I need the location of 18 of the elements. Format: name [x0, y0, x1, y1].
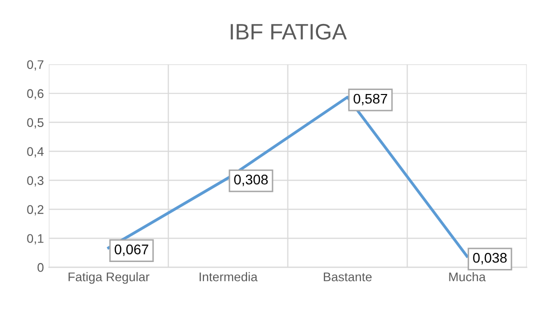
y-tick-label: 0,3 [27, 176, 44, 186]
data-label: 0,587 [354, 94, 388, 106]
y-tick-label: 0,7 [27, 60, 44, 71]
y-tick-label: 0,2 [27, 205, 44, 216]
y-tick-label: 0,5 [27, 118, 44, 128]
chart-title: IBF FATIGA [230, 24, 347, 40]
data-label: 0,038 [473, 252, 507, 264]
data-label: 0,067 [114, 244, 148, 256]
x-tick-label: Fatiga Regular [68, 272, 150, 284]
y-tick-label: 0 [38, 263, 44, 272]
y-tick-label: 0,1 [27, 234, 44, 244]
line-series [107, 96, 468, 258]
x-tick-label: Mucha [449, 272, 486, 282]
x-tick-label: Intermedia [200, 272, 258, 282]
y-tick-label: 0,6 [27, 89, 44, 100]
data-label: 0,308 [234, 174, 268, 186]
y-tick-label: 0,4 [27, 147, 44, 158]
x-tick-label: Bastante [324, 272, 372, 282]
